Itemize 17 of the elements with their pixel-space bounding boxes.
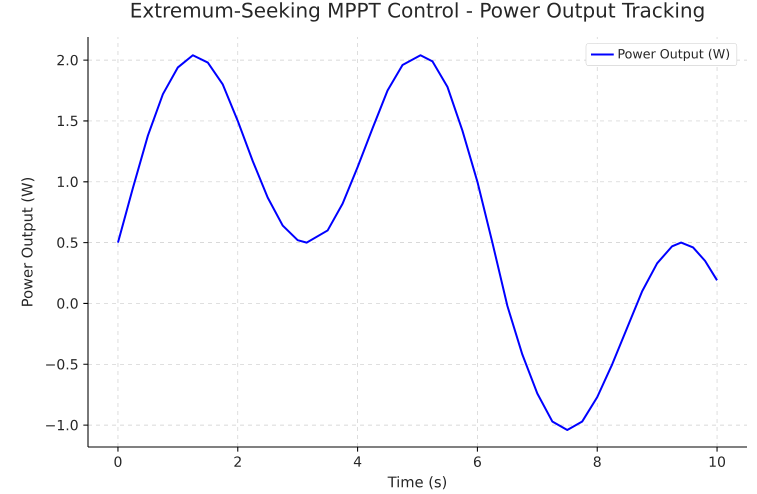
x-axis-title: Time (s) (388, 476, 446, 490)
y-tick-label: 1.0 (58, 176, 78, 188)
x-tick-label: 8 (594, 456, 601, 467)
y-tick-label: 0.5 (57, 237, 78, 248)
y-tick-label: 1.5 (58, 116, 78, 126)
x-tick-label: 6 (474, 456, 481, 467)
chart-title: Extremum-Seeking MPPT Control - Power Output Tracking (132, 2, 704, 22)
x-tick-label: 2 (234, 456, 241, 467)
y-tick-label: 0.0 (57, 298, 78, 309)
x-tick-label: 10 (710, 456, 726, 467)
x-tick-label: 4 (354, 456, 362, 467)
y-tick-label: 2.0 (57, 54, 78, 66)
y-tick-label: −1.0 (46, 420, 78, 430)
x-tick-label: 0 (114, 456, 122, 467)
legend-label: Power Output (W) (618, 48, 730, 61)
y-axis-title: Power Output (W) (21, 178, 36, 306)
y-tick-label: −0.5 (46, 358, 78, 370)
